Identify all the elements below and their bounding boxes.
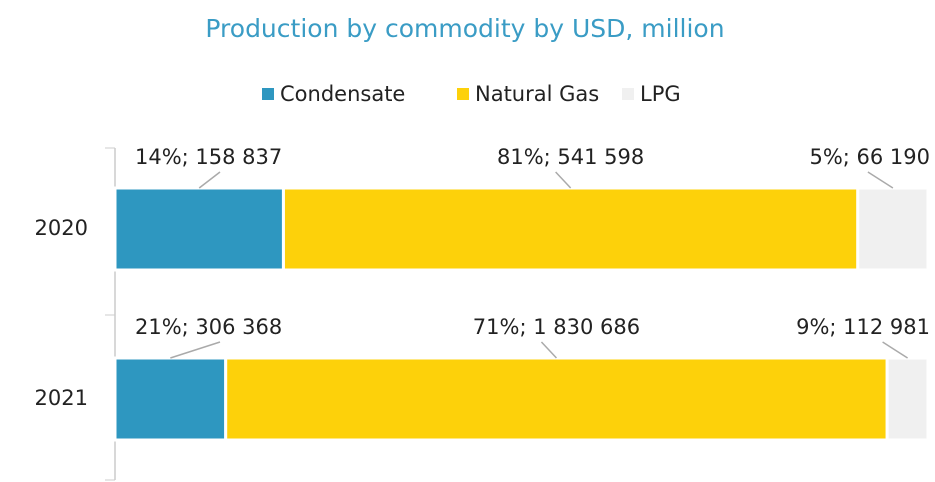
bar-segment: [224, 356, 889, 442]
leader-line: [882, 341, 908, 359]
data-label: 71%; 1 830 686: [473, 315, 640, 339]
data-label: 81%; 541 598: [497, 145, 644, 169]
y-tick-label: 2020: [35, 216, 88, 240]
legend-label: Condensate: [280, 82, 405, 106]
data-label: 21%; 306 368: [135, 315, 282, 339]
bar-segment: [856, 186, 930, 272]
data-label: 14%; 158 837: [135, 145, 282, 169]
data-label: 5%; 66 190: [809, 145, 930, 169]
legend-label: LPG: [640, 82, 681, 106]
y-tick-label: 2021: [35, 386, 88, 410]
leader-line: [540, 341, 557, 359]
legend-label: Natural Gas: [475, 82, 599, 106]
data-label: 9%; 112 981: [796, 315, 930, 339]
leader-line: [170, 341, 221, 359]
bar-segment: [885, 356, 930, 442]
leader-line: [867, 171, 894, 189]
bar-segment: [113, 356, 228, 442]
leader-line: [555, 171, 572, 189]
bar-segment: [113, 186, 285, 272]
chart-title: Production by commodity by USD, million: [205, 14, 724, 43]
bar-segment: [281, 186, 860, 272]
legend-swatch: [457, 88, 469, 100]
legend-swatch: [622, 88, 634, 100]
legend-swatch: [262, 88, 274, 100]
leader-line: [198, 171, 221, 189]
